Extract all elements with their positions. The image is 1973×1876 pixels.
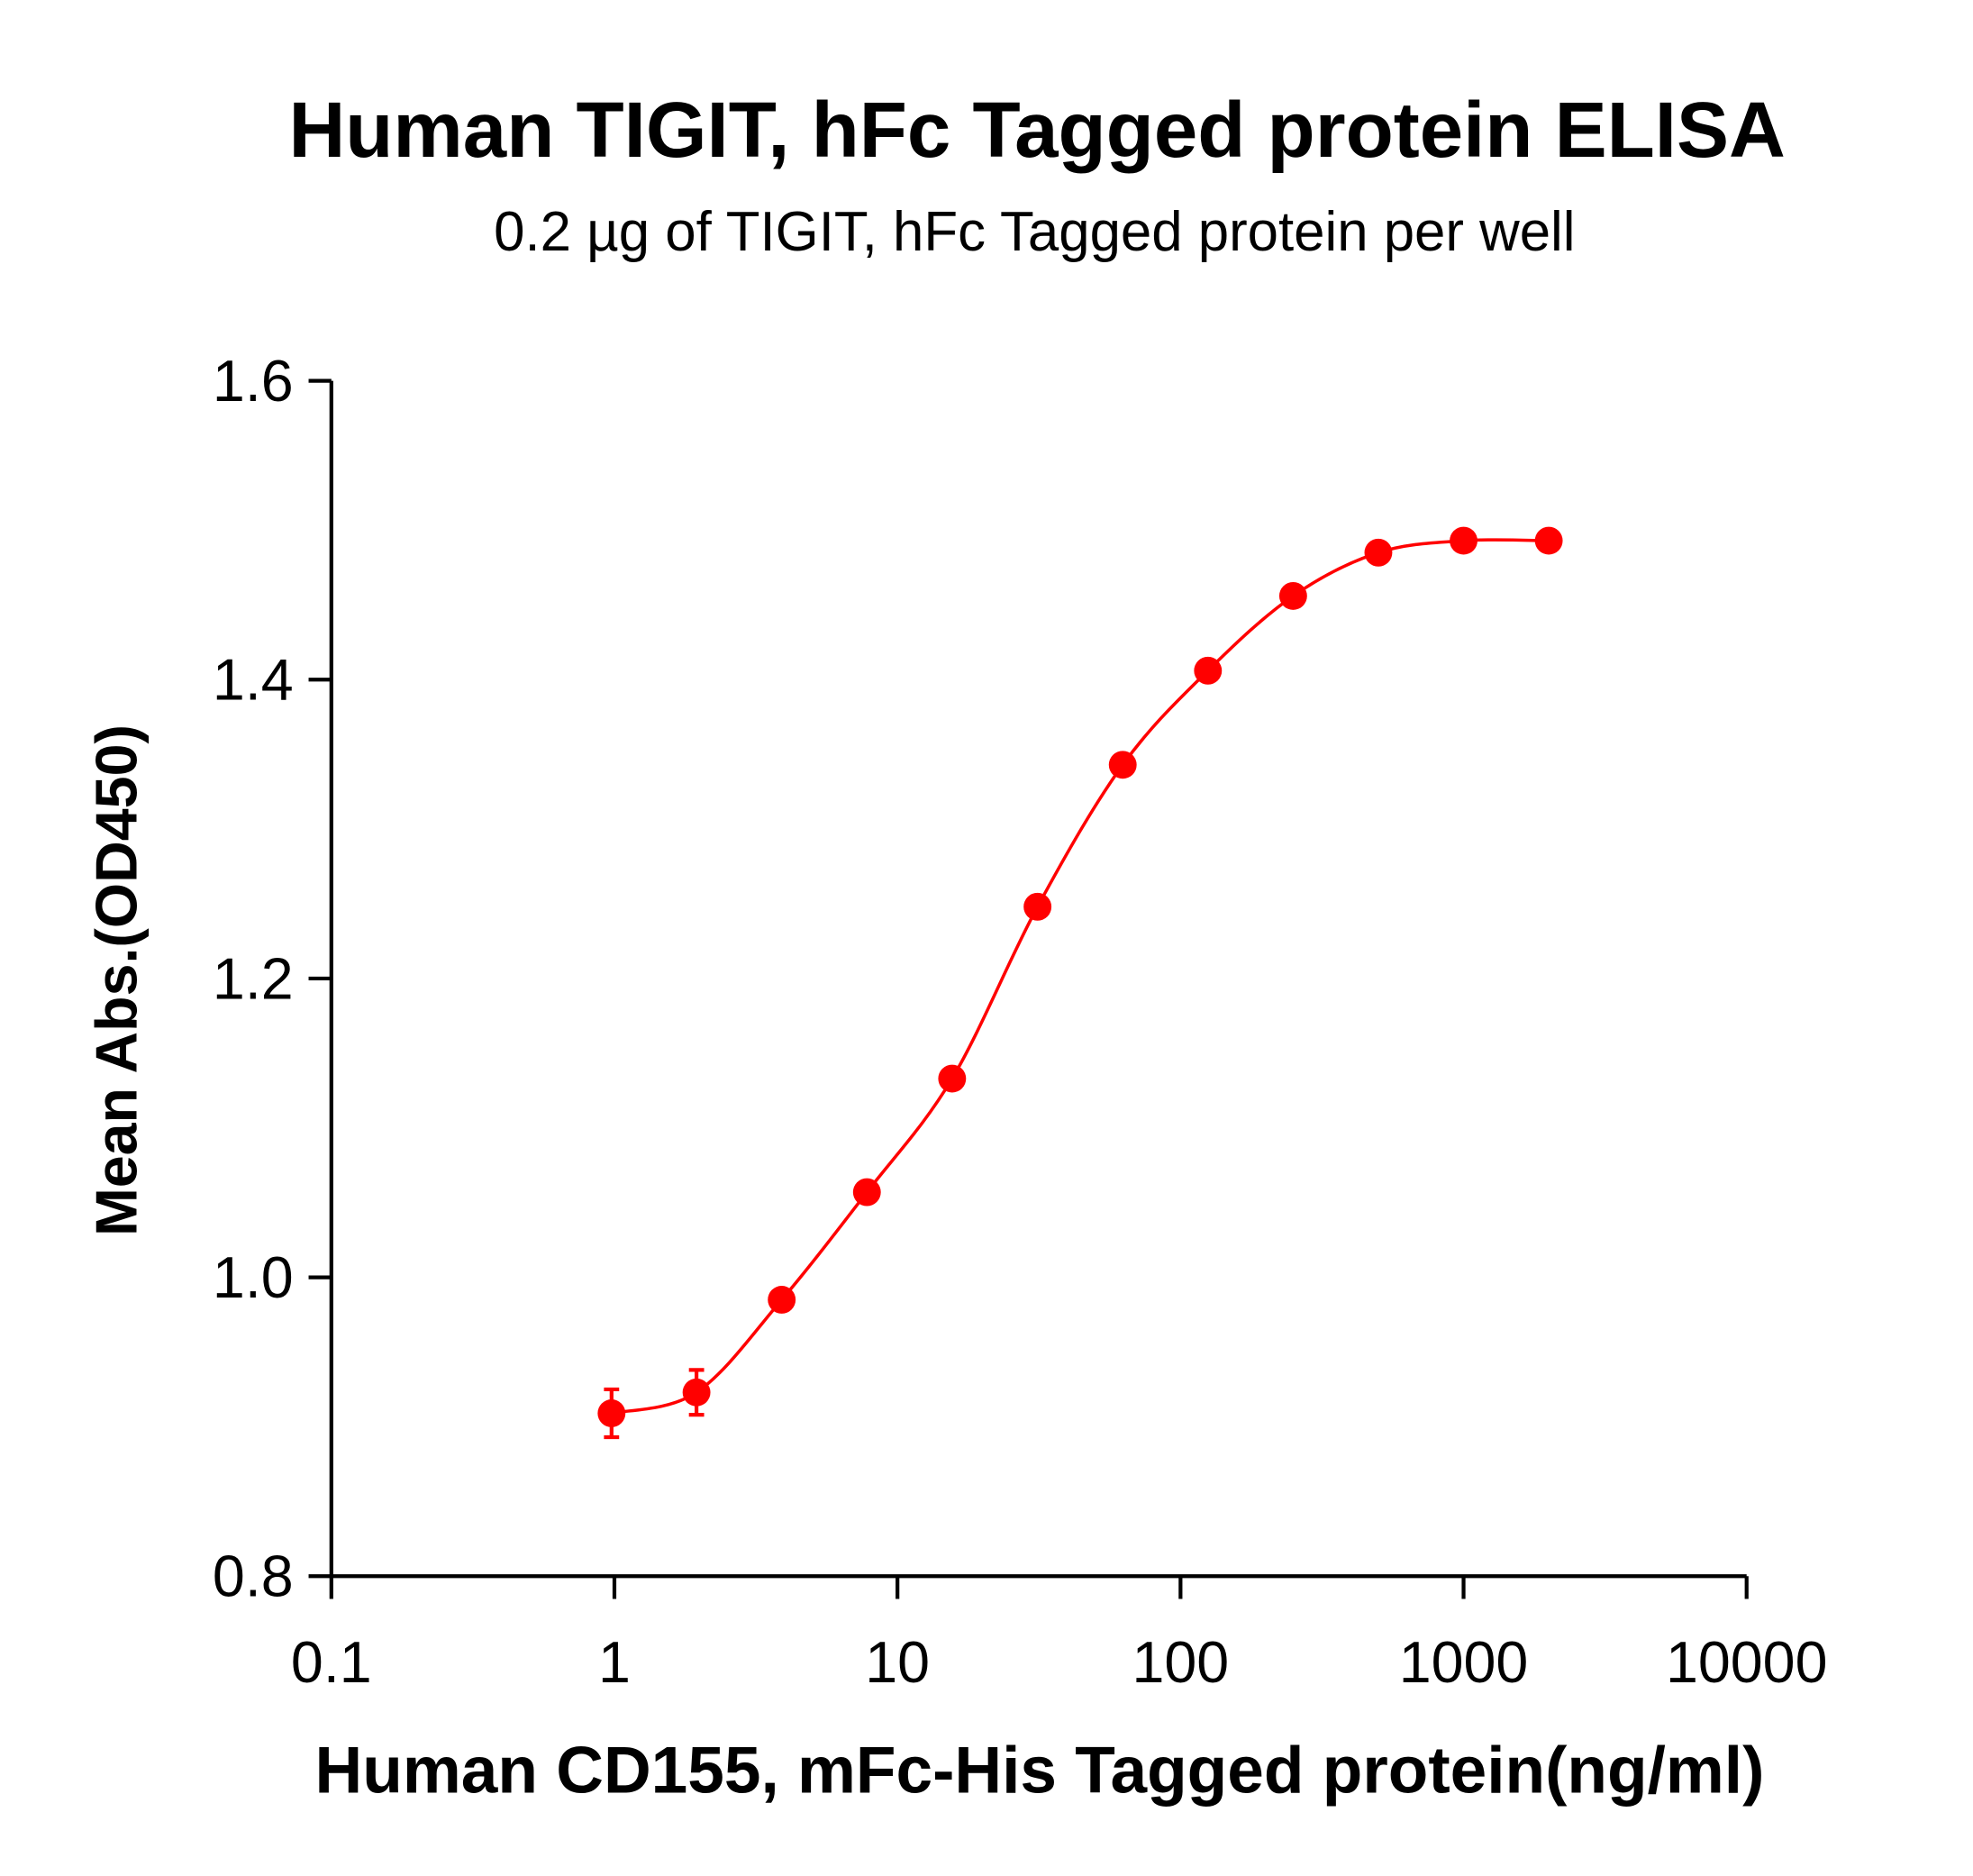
x-tick-label: 0.1 bbox=[291, 1630, 372, 1695]
data-point bbox=[682, 1378, 711, 1407]
x-tick-label: 10000 bbox=[1666, 1630, 1828, 1695]
y-tick-label: 0.8 bbox=[213, 1544, 294, 1609]
data-point bbox=[597, 1399, 626, 1427]
y-axis-label: Mean Abs.(OD450) bbox=[85, 724, 150, 1236]
y-tick-label: 1.4 bbox=[213, 648, 294, 713]
x-tick-label: 1000 bbox=[1399, 1630, 1529, 1695]
x-axis-label: Human CD155, mFc-His Tagged protein(ng/m… bbox=[315, 1734, 1765, 1807]
data-point bbox=[1278, 581, 1307, 610]
data-point bbox=[1450, 526, 1477, 555]
data-point bbox=[1108, 751, 1137, 779]
data-point bbox=[1364, 538, 1393, 567]
data-point bbox=[1023, 892, 1052, 921]
data-point bbox=[1194, 656, 1223, 685]
y-tick-label: 1.2 bbox=[213, 946, 294, 1011]
x-tick-label: 10 bbox=[865, 1630, 930, 1695]
x-tick-label: 1 bbox=[598, 1630, 631, 1695]
chart-subtitle: 0.2 µg of TIGIT, hFc Tagged protein per … bbox=[494, 201, 1575, 263]
y-tick-label: 1.0 bbox=[213, 1245, 294, 1310]
y-tick-label: 1.6 bbox=[213, 349, 294, 414]
data-point bbox=[938, 1064, 967, 1093]
data-point bbox=[1534, 526, 1563, 555]
data-point bbox=[768, 1286, 796, 1314]
data-point bbox=[852, 1178, 881, 1207]
x-tick-label: 100 bbox=[1132, 1630, 1229, 1695]
chart-title: Human TIGIT, hFc Tagged protein ELISA bbox=[288, 87, 1785, 174]
fit-curve bbox=[611, 538, 1550, 1416]
